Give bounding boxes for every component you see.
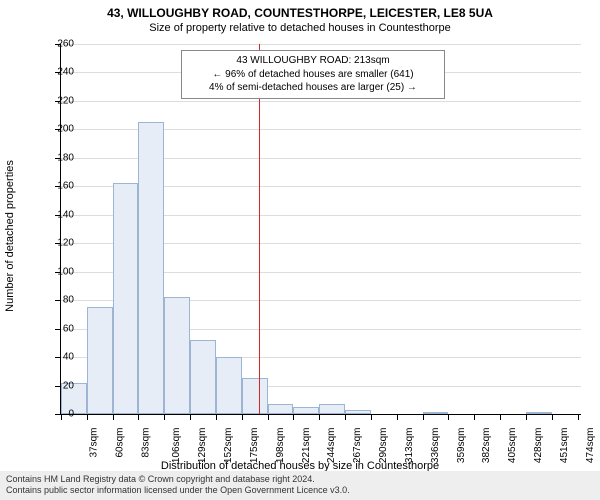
- x-tick-label: 152sqm: [223, 428, 234, 464]
- histogram-bar: [113, 183, 139, 414]
- histogram-bar: [190, 340, 216, 414]
- x-tick: [113, 414, 114, 420]
- x-tick-label: 405sqm: [507, 428, 518, 464]
- reference-line: [259, 44, 260, 414]
- x-tick-label: 428sqm: [533, 428, 544, 464]
- y-tick-label: 200: [44, 124, 74, 135]
- x-tick-label: 244sqm: [327, 428, 338, 464]
- y-tick-label: 20: [44, 380, 74, 391]
- x-tick-label: 290sqm: [378, 428, 389, 464]
- x-tick-label: 451sqm: [559, 428, 570, 464]
- histogram-bar: [526, 412, 552, 414]
- x-tick: [397, 414, 398, 420]
- y-tick-label: 180: [44, 152, 74, 163]
- x-tick-label: 474sqm: [585, 428, 596, 464]
- x-tick: [319, 414, 320, 420]
- x-tick: [242, 414, 243, 420]
- y-tick-label: 80: [44, 295, 74, 306]
- histogram-bar: [268, 404, 294, 414]
- x-tick: [138, 414, 139, 420]
- y-tick-label: 0: [44, 409, 74, 420]
- footer-line1: Contains HM Land Registry data © Crown c…: [6, 474, 594, 486]
- histogram-bar: [164, 297, 190, 414]
- x-tick: [87, 414, 88, 420]
- histogram-bar: [423, 412, 449, 414]
- x-tick: [164, 414, 165, 420]
- chart-container: 43, WILLOUGHBY ROAD, COUNTESTHORPE, LEIC…: [0, 0, 600, 500]
- info-box-line1: 43 WILLOUGHBY ROAD: 213sqm: [188, 54, 438, 68]
- x-tick: [423, 414, 424, 420]
- x-tick-label: 37sqm: [89, 428, 100, 458]
- page-title: 43, WILLOUGHBY ROAD, COUNTESTHORPE, LEIC…: [0, 0, 600, 20]
- x-tick: [268, 414, 269, 420]
- info-box-line2: ← 96% of detached houses are smaller (64…: [188, 68, 438, 82]
- x-tick: [474, 414, 475, 420]
- x-tick-label: 106sqm: [172, 428, 183, 464]
- x-tick: [448, 414, 449, 420]
- y-tick-label: 160: [44, 181, 74, 192]
- y-tick-label: 120: [44, 238, 74, 249]
- histogram-bar: [138, 122, 164, 414]
- y-tick-label: 260: [44, 39, 74, 50]
- y-tick-label: 140: [44, 209, 74, 220]
- x-tick: [500, 414, 501, 420]
- histogram-bar: [345, 410, 371, 414]
- histogram-bar: [242, 378, 268, 414]
- x-tick: [552, 414, 553, 420]
- page-subtitle: Size of property relative to detached ho…: [0, 20, 600, 34]
- x-tick-label: 382sqm: [482, 428, 493, 464]
- x-tick: [371, 414, 372, 420]
- x-tick-label: 313sqm: [404, 428, 415, 464]
- y-axis-title: Number of detached properties: [4, 160, 16, 312]
- x-tick: [216, 414, 217, 420]
- histogram-bar: [293, 407, 319, 414]
- grid-line: [61, 44, 581, 45]
- x-tick-label: 129sqm: [197, 428, 208, 464]
- histogram-bar: [216, 357, 242, 414]
- footer: Contains HM Land Registry data © Crown c…: [0, 471, 600, 500]
- histogram-bar: [87, 307, 113, 414]
- y-tick-label: 240: [44, 67, 74, 78]
- x-tick-label: 198sqm: [275, 428, 286, 464]
- x-tick-label: 359sqm: [456, 428, 467, 464]
- x-tick: [293, 414, 294, 420]
- info-box-line3: 4% of semi-detached houses are larger (2…: [188, 81, 438, 95]
- grid-line: [61, 101, 581, 102]
- x-tick-label: 221sqm: [301, 428, 312, 464]
- x-tick-label: 267sqm: [352, 428, 363, 464]
- x-tick: [578, 414, 579, 420]
- histogram-chart: 43 WILLOUGHBY ROAD: 213sqm← 96% of detac…: [60, 44, 581, 415]
- histogram-bar: [319, 404, 345, 414]
- x-tick: [190, 414, 191, 420]
- x-tick-label: 60sqm: [114, 428, 125, 458]
- x-tick-label: 175sqm: [249, 428, 260, 464]
- y-tick-label: 60: [44, 323, 74, 334]
- x-tick: [345, 414, 346, 420]
- info-box: 43 WILLOUGHBY ROAD: 213sqm← 96% of detac…: [181, 50, 445, 99]
- y-tick-label: 100: [44, 266, 74, 277]
- y-tick-label: 40: [44, 352, 74, 363]
- x-tick-label: 83sqm: [140, 428, 151, 458]
- x-tick: [526, 414, 527, 420]
- x-tick-label: 336sqm: [430, 428, 441, 464]
- footer-line2: Contains public sector information licen…: [6, 485, 594, 497]
- y-tick-label: 220: [44, 95, 74, 106]
